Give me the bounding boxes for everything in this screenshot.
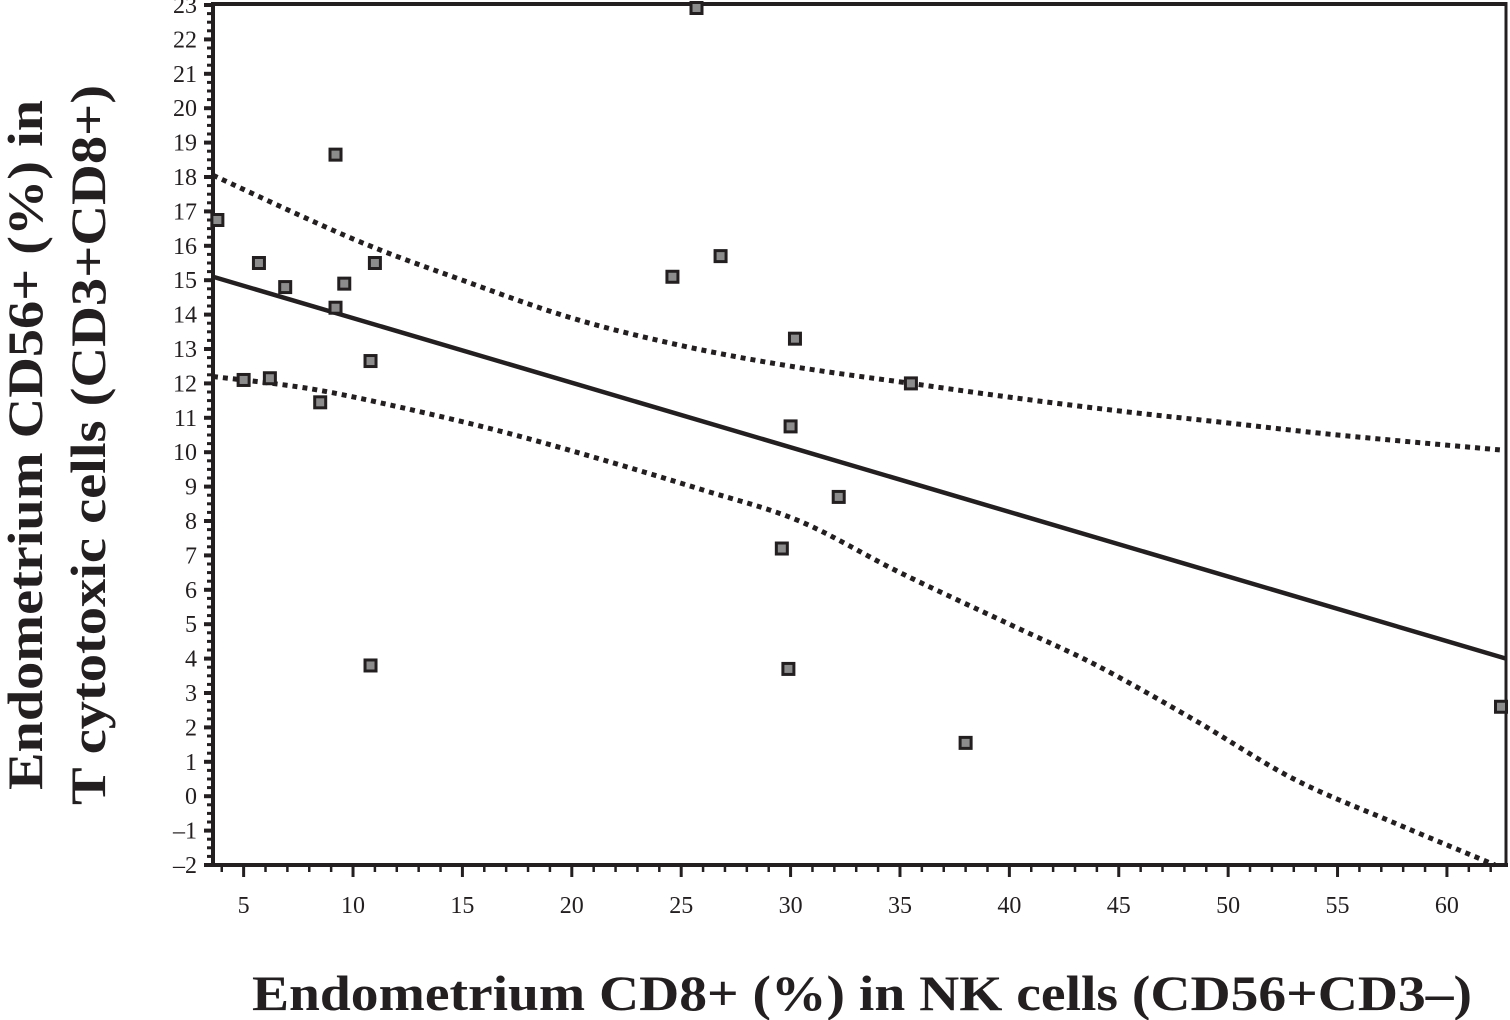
y-tick-label: 11: [174, 406, 197, 432]
x-tick-label: 25: [669, 893, 693, 919]
y-axis-title-line-1: Endometrium CD56+ (%) in: [0, 100, 53, 790]
regression-line: [212, 274, 1507, 661]
data-point: [958, 735, 973, 750]
data-point: [367, 256, 382, 270]
y-tick-label: 14: [173, 303, 197, 329]
y-tick-label: –2: [172, 853, 197, 879]
confidence-bands: [211, 173, 1507, 868]
y-axis: –2–1012345678910111213141516171819202122…: [172, 0, 215, 879]
data-points: [210, 1, 1508, 750]
data-point: [787, 331, 802, 346]
data-point: [1494, 699, 1508, 714]
y-tick-label: 16: [173, 234, 197, 260]
data-point: [774, 541, 789, 556]
y-tick-label: 9: [185, 475, 197, 501]
y-tick-label: 17: [173, 199, 197, 225]
x-tick-label: 55: [1326, 893, 1350, 919]
y-tick-label: 10: [173, 440, 197, 466]
data-point: [337, 276, 352, 291]
data-point: [665, 269, 680, 284]
plot-frame: [213, 2, 1508, 865]
data-point: [328, 300, 343, 315]
x-tick-label: 35: [888, 893, 912, 919]
y-tick-label: 7: [185, 543, 197, 569]
data-point: [328, 147, 343, 162]
data-point: [210, 213, 225, 227]
data-point: [903, 376, 918, 391]
data-point: [278, 280, 293, 295]
x-tick-label: 50: [1216, 893, 1240, 919]
data-point: [783, 419, 798, 434]
lower-confidence-band: [212, 374, 1497, 868]
x-tick-label: 15: [450, 893, 474, 919]
data-point: [363, 354, 378, 369]
y-tick-label: 4: [185, 647, 197, 673]
y-tick-label: 23: [173, 0, 197, 19]
x-tick-label: 60: [1435, 893, 1459, 919]
y-tick-label: 3: [185, 681, 197, 707]
data-point: [689, 1, 704, 15]
data-point: [262, 371, 277, 386]
y-tick-label: 13: [173, 337, 197, 363]
y-tick-label: 22: [173, 27, 197, 53]
y-tick-label: 1: [185, 750, 197, 776]
y-tick-label: 20: [173, 96, 197, 122]
y-tick-label: 18: [173, 165, 197, 191]
y-tick-label: –1: [172, 819, 197, 845]
data-point: [781, 661, 796, 676]
data-point: [363, 658, 378, 673]
x-axis-title: Endometrium CD8+ (%) in NK cells (CD56+C…: [252, 965, 1472, 1020]
x-tick-label: 20: [560, 893, 584, 919]
data-point: [713, 249, 728, 264]
y-axis-title-line-2: T cytotoxic cells (CD3+CD8+): [60, 85, 116, 805]
data-point: [313, 395, 328, 410]
regression-line-group: [212, 274, 1507, 661]
x-tick-label: 5: [238, 893, 250, 919]
y-tick-label: 8: [185, 509, 197, 535]
y-tick-label: 15: [173, 268, 197, 294]
x-tick-label: 40: [997, 893, 1021, 919]
y-tick-label: 2: [185, 715, 197, 741]
data-point: [236, 372, 251, 387]
data-point: [251, 256, 266, 270]
y-tick-label: 19: [173, 131, 197, 157]
y-tick-label: 21: [173, 62, 197, 88]
x-tick-label: 45: [1107, 893, 1131, 919]
y-tick-label: 12: [173, 371, 197, 397]
y-tick-label: 5: [185, 612, 197, 638]
x-tick-label: 10: [341, 893, 365, 919]
x-axis: 5 10 15 20 25 30 35 40 45 50 55 60: [211, 863, 1508, 919]
data-point: [831, 489, 846, 504]
y-tick-label: 6: [185, 578, 197, 604]
x-tick-label: 30: [779, 893, 803, 919]
upper-confidence-band: [211, 173, 1507, 453]
y-tick-label: 0: [185, 784, 197, 810]
